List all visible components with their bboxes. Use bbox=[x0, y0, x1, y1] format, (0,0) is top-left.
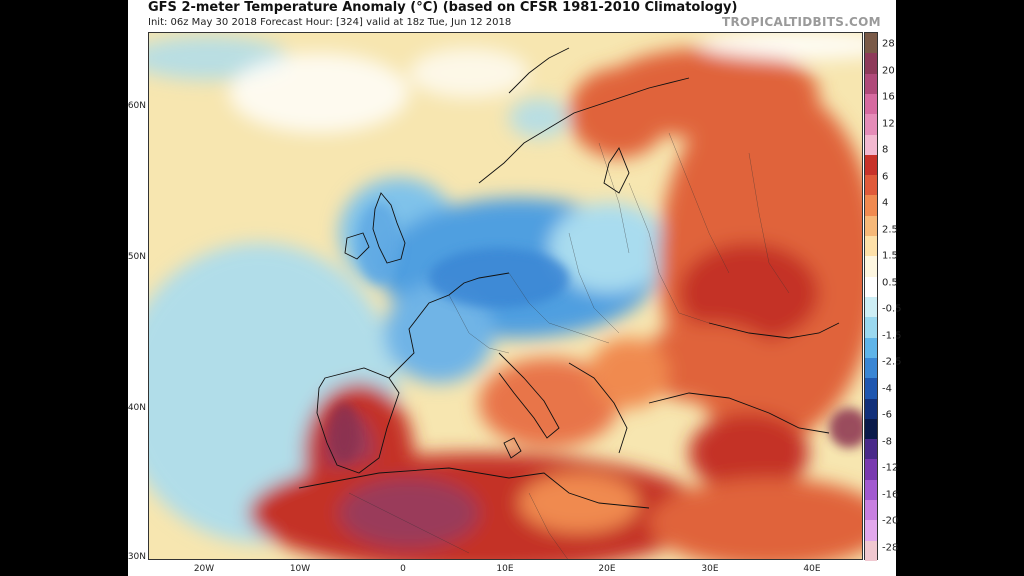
colorbar-segment bbox=[865, 378, 877, 400]
lon-label: 0 bbox=[400, 564, 406, 574]
lon-label: 20W bbox=[193, 564, 215, 574]
lon-label: 10E bbox=[496, 564, 514, 574]
colorbar-tick-label: 2.5 bbox=[882, 224, 898, 236]
colorbar-tick-label: 4 bbox=[882, 197, 889, 209]
colorbar-segment bbox=[865, 33, 877, 54]
ireland-outline bbox=[344, 232, 370, 260]
colorbar-segment bbox=[865, 93, 877, 115]
colorbar-tick-label: 8 bbox=[882, 144, 889, 156]
colorbar-segment bbox=[865, 317, 877, 339]
colorbar-segment bbox=[865, 73, 877, 95]
colorbar-tick-label: -1.5 bbox=[882, 330, 902, 342]
great-britain-outline bbox=[372, 192, 406, 264]
colorbar-tick-label: 6 bbox=[882, 171, 889, 183]
anatolia-hot bbox=[689, 413, 809, 493]
colorbar-tick-label: -8 bbox=[882, 436, 892, 448]
colorbar-segment bbox=[865, 479, 877, 501]
brand-watermark: TROPICALTIDBITS.COM bbox=[722, 15, 881, 29]
lon-label: 40E bbox=[803, 564, 821, 574]
colorbar-segment bbox=[865, 297, 877, 318]
lon-label: 10W bbox=[289, 564, 311, 574]
colorbar bbox=[864, 32, 878, 562]
colorbar-segment bbox=[865, 459, 877, 481]
colorbar-tick-label: -2.5 bbox=[882, 356, 902, 368]
colorbar-tick-label: 20 bbox=[882, 65, 895, 77]
coastlines bbox=[298, 47, 840, 509]
lon-label: 30E bbox=[701, 564, 719, 574]
lat-label: 40N bbox=[127, 403, 146, 413]
borders bbox=[348, 132, 790, 559]
colorbar-segment bbox=[865, 53, 877, 75]
colorbar-segment bbox=[865, 236, 877, 257]
colorbar-segment bbox=[865, 439, 877, 460]
colorbar-tick-label: -28 bbox=[882, 542, 899, 554]
colorbar-tick-label: -4 bbox=[882, 383, 892, 395]
colorbar-segment bbox=[865, 357, 877, 379]
italy-outline bbox=[498, 352, 560, 439]
colorbar-segment bbox=[865, 418, 877, 440]
iberia-outline bbox=[316, 367, 400, 474]
colorbar-tick-label: -12 bbox=[882, 462, 899, 474]
colorbar-tick-label: -6 bbox=[882, 409, 892, 421]
colorbar-segment bbox=[865, 134, 877, 156]
lon-label: 20E bbox=[598, 564, 616, 574]
colorbar-segment bbox=[865, 520, 877, 542]
colorbar-segment bbox=[865, 540, 877, 562]
map-canvas bbox=[149, 33, 862, 559]
colorbar-segment bbox=[865, 337, 877, 359]
lat-label: 30N bbox=[127, 552, 146, 562]
colorbar-tick-label: 0.5 bbox=[882, 277, 898, 289]
colorbar-tick-label: 12 bbox=[882, 118, 895, 130]
colorbar-tick-label: 28 bbox=[882, 38, 895, 50]
colorbar-segment bbox=[865, 175, 877, 196]
colorbar-segment bbox=[865, 276, 877, 298]
colorbar-segment bbox=[865, 500, 877, 521]
colorbar-segment bbox=[865, 398, 877, 420]
colorbar-segment bbox=[865, 154, 877, 176]
colorbar-tick-label: -16 bbox=[882, 489, 899, 501]
colorbar-segment bbox=[865, 195, 877, 217]
colorbar-tick-label: -0.5 bbox=[882, 303, 902, 315]
chart-title: GFS 2-meter Temperature Anomaly (°C) (ba… bbox=[148, 0, 738, 15]
colorbar-tick-label: -20 bbox=[882, 515, 899, 527]
colorbar-segment bbox=[865, 114, 877, 136]
colorbar-segment bbox=[865, 256, 877, 278]
lat-label: 50N bbox=[127, 252, 146, 262]
colorbar-segment bbox=[865, 215, 877, 237]
colorbar-tick-label: 16 bbox=[882, 91, 895, 103]
colorbar-tick-label: 1.5 bbox=[882, 250, 898, 262]
map-panel: GFS 2-meter Temperature Anomaly (°C) (ba… bbox=[127, 0, 902, 576]
anomaly-map bbox=[148, 32, 863, 560]
chart-subtitle: Init: 06z May 30 2018 Forecast Hour: [32… bbox=[148, 17, 512, 28]
lat-label: 60N bbox=[127, 101, 146, 111]
